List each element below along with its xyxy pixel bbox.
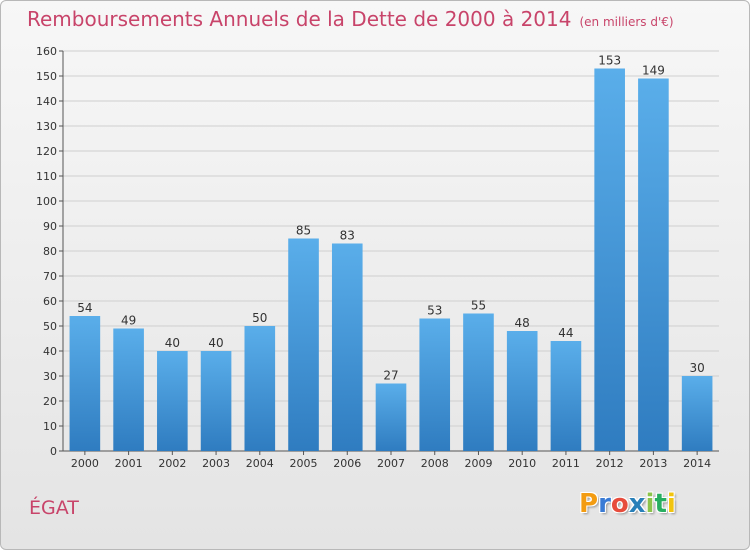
x-tick-label: 2007 [377, 457, 405, 470]
bar-value-label: 149 [642, 64, 665, 78]
y-tick-label: 40 [43, 345, 57, 358]
bar-2006[interactable] [331, 243, 363, 452]
bar-value-label: 54 [77, 301, 92, 315]
y-axis-ticks: 0 10 20 30 40 50 60 70 80 90 100 110 120 130 140 150 160 [36, 45, 63, 458]
x-axis-ticks: 2000 2001 2002 2003 2004 2005 2006 2007 2008 2009… [71, 451, 711, 470]
x-tick-label: 2005 [290, 457, 318, 470]
bar-2009[interactable] [463, 313, 494, 452]
logo-letter: x [628, 489, 646, 519]
y-tick-label: 70 [43, 270, 57, 283]
bar-value-label: 55 [471, 299, 486, 313]
bar-2000[interactable] [69, 316, 101, 451]
x-tick-label: 2008 [421, 457, 449, 470]
x-tick-label: 2010 [508, 457, 536, 470]
bar-2008[interactable] [419, 318, 451, 452]
bar-value-label: 27 [383, 369, 398, 383]
bar-2007[interactable] [375, 383, 407, 452]
logo-letter: i [666, 489, 676, 519]
bar-value-label: 40 [208, 336, 223, 350]
y-tick-label: 140 [36, 95, 57, 108]
bar-2014[interactable] [681, 376, 713, 451]
y-tick-label: 80 [43, 245, 57, 258]
commune-name: ÉGAT [29, 497, 79, 519]
bar-value-label: 153 [598, 54, 621, 68]
bar-value-label: 53 [427, 304, 442, 318]
y-tick-label: 50 [43, 320, 57, 333]
bar-value-label: 85 [296, 224, 311, 238]
x-tick-label: 2003 [202, 457, 230, 470]
bar-value-label: 40 [165, 336, 180, 350]
logo-letter: t [654, 489, 667, 519]
bar-2012[interactable] [594, 68, 625, 452]
x-tick-label: 2009 [464, 457, 492, 470]
x-tick-label: 2011 [552, 457, 580, 470]
bar-value-label: 49 [121, 314, 136, 328]
logo-letter: r [598, 489, 611, 519]
bar-2011[interactable] [550, 341, 582, 451]
bar-2013[interactable] [638, 78, 669, 452]
y-tick-label: 60 [43, 295, 57, 308]
bar-value-label: 50 [252, 311, 267, 325]
bar-2004[interactable] [244, 326, 276, 451]
bar-value-label: 48 [515, 316, 530, 330]
bar-value-label: 83 [340, 229, 355, 243]
bar-2002[interactable] [157, 351, 188, 451]
y-tick-label: 120 [36, 145, 57, 158]
y-tick-label: 20 [43, 395, 57, 408]
chart-title-text: Remboursements Annuels de la Dette de 20… [27, 7, 572, 31]
bar-2003[interactable] [200, 351, 232, 451]
bar-2010[interactable] [506, 331, 538, 451]
y-tick-label: 150 [36, 70, 57, 83]
x-tick-label: 2014 [683, 457, 711, 470]
x-tick-label: 2013 [639, 457, 667, 470]
y-tick-label: 30 [43, 370, 57, 383]
y-tick-label: 130 [36, 120, 57, 133]
bars: 54 49 40 40 50 85 83 27 53 55 48 44 153 149 30 [69, 54, 713, 452]
chart-title: Remboursements Annuels de la Dette de 20… [27, 7, 674, 31]
x-tick-label: 2006 [333, 457, 361, 470]
logo-letter: P [579, 489, 599, 519]
bar-2001[interactable] [113, 328, 144, 452]
bar-value-label: 30 [689, 361, 704, 375]
y-tick-label: 110 [36, 170, 57, 183]
chart-unit: (en milliers d'€) [579, 15, 674, 29]
y-tick-label: 10 [43, 420, 57, 433]
x-tick-label: 2002 [158, 457, 186, 470]
x-tick-label: 2012 [596, 457, 624, 470]
logo-letter: o [610, 489, 629, 519]
y-tick-label: 0 [50, 445, 57, 458]
bar-value-label: 44 [558, 326, 573, 340]
x-tick-label: 2001 [115, 457, 143, 470]
proxiti-logo[interactable]: Proxiti [579, 489, 676, 519]
x-tick-label: 2000 [71, 457, 99, 470]
y-tick-label: 160 [36, 45, 57, 58]
y-tick-label: 90 [43, 220, 57, 233]
bar-2005[interactable] [288, 238, 319, 452]
logo-letter: i [645, 489, 655, 519]
y-tick-label: 100 [36, 195, 57, 208]
x-tick-label: 2004 [246, 457, 274, 470]
